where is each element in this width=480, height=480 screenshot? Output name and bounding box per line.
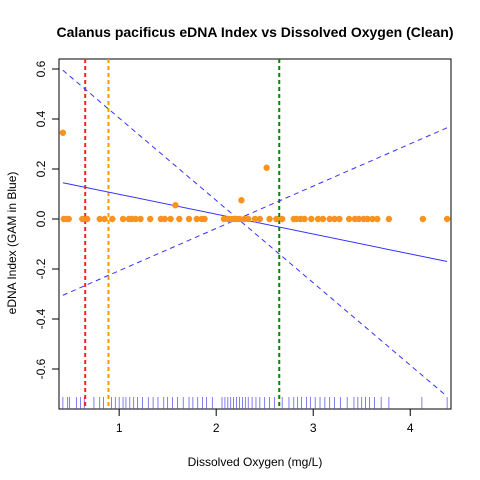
data-point (369, 215, 376, 223)
ci-upper-line (62, 127, 448, 296)
data-point (59, 129, 67, 136)
data-point (238, 197, 245, 204)
data-point (137, 215, 144, 223)
threshold-lines (84, 59, 281, 409)
data-point (161, 215, 168, 223)
data-point (263, 164, 270, 171)
y-tick-label: -0.6 (34, 358, 48, 379)
data-point (96, 215, 103, 223)
data-point (278, 215, 286, 223)
data-point (172, 202, 179, 209)
y-tick-label: -0.4 (34, 308, 48, 329)
y-axis: -0.6 -0.4 -0.2 0.0 0.2 0.4 0.6 (34, 60, 60, 379)
chart-title: Calanus pacificus eDNA Index vs Dissolve… (56, 24, 453, 40)
data-point (364, 215, 371, 223)
y-tick-label: 0.0 (34, 210, 48, 227)
data-point (236, 215, 243, 223)
data-point (245, 215, 252, 223)
data-point (256, 215, 264, 223)
y-tick-label: 0.6 (34, 60, 48, 77)
ci-lower-line (62, 69, 448, 397)
data-point (132, 215, 139, 223)
y-axis-label: eDNA Index (GAM in Blue) (5, 172, 19, 315)
data-point (201, 215, 208, 223)
data-point (326, 215, 333, 223)
data-point (193, 215, 200, 223)
data-point (443, 215, 451, 223)
y-tick-label: -0.2 (34, 258, 48, 279)
data-point (147, 215, 154, 223)
x-tick-label: 2 (213, 421, 220, 435)
x-axis: 1 2 3 4 (116, 408, 414, 435)
x-axis-label: Dissolved Oxygen (mg/L) (188, 455, 323, 469)
y-tick-label: 0.4 (34, 110, 48, 127)
data-point (266, 215, 273, 223)
data-point (101, 215, 108, 223)
data-point (109, 215, 116, 223)
data-point (167, 215, 174, 223)
data-point (374, 215, 381, 223)
x-tick-label: 4 (407, 421, 414, 435)
data-points (59, 129, 451, 223)
data-point (79, 215, 86, 223)
rug-marks (62, 397, 448, 409)
data-point (314, 215, 322, 223)
data-point (251, 215, 259, 223)
data-point (119, 215, 127, 223)
data-point (336, 215, 343, 223)
data-point (83, 215, 91, 223)
data-point (355, 215, 363, 223)
data-point (331, 215, 338, 223)
x-tick-label: 3 (310, 421, 317, 435)
data-point (345, 215, 353, 223)
data-point (385, 215, 393, 223)
data-point (65, 215, 72, 223)
data-point (176, 215, 183, 223)
x-tick-label: 1 (116, 421, 123, 435)
data-point (273, 215, 280, 223)
data-point (319, 215, 327, 223)
data-point (419, 215, 427, 223)
gam-fit (62, 69, 448, 397)
data-point (185, 215, 193, 223)
y-tick-label: 0.2 (34, 160, 48, 177)
data-point (308, 215, 315, 223)
data-point (301, 215, 308, 223)
